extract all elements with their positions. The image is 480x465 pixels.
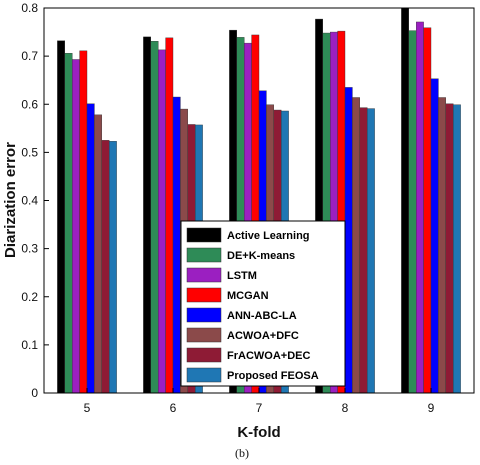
bar-acwoa-dfc-8 xyxy=(352,97,360,394)
legend-label: ANN-ABC-LA xyxy=(227,310,297,322)
legend-label: DE+K-means xyxy=(227,250,295,262)
bar-ann-abc-la-8 xyxy=(344,87,353,394)
legend-swatch xyxy=(186,347,222,363)
bar-lstm-9 xyxy=(416,21,424,394)
legend-label: Proposed FEOSA xyxy=(227,370,319,382)
legend-swatch xyxy=(186,267,222,283)
legend-swatch xyxy=(186,367,222,383)
bar-mcgan-6 xyxy=(165,37,174,394)
y-tick-label: 0.7 xyxy=(21,49,38,63)
y-tick-label: 0.1 xyxy=(21,338,38,352)
legend-swatch xyxy=(186,227,222,243)
legend-swatch xyxy=(186,327,222,343)
legend-swatch xyxy=(186,247,222,263)
bar-de-k-means-5 xyxy=(64,53,73,394)
y-tick-label: 0.8 xyxy=(21,1,38,15)
x-tick-label: 8 xyxy=(342,401,349,415)
x-axis-label: K-fold xyxy=(237,424,280,441)
bar-de-k-means-6 xyxy=(150,41,159,394)
y-tick-label: 0.4 xyxy=(21,194,38,208)
bar-active-learning-5 xyxy=(57,40,66,394)
legend-swatch xyxy=(186,287,222,303)
legend-label: Active Learning xyxy=(227,230,310,242)
x-tick-label: 9 xyxy=(428,401,435,415)
bar-fracwoa-dec-5 xyxy=(101,140,110,394)
legend-label: ACWOA+DFC xyxy=(227,330,299,342)
bar-de-k-means-9 xyxy=(408,30,417,394)
bar-ann-abc-la-5 xyxy=(86,103,95,394)
bar-proposed-feosa-5 xyxy=(108,141,117,394)
y-axis-ticks: 0 0.1 0.2 0.3 0.4 0.5 0.6 0.7 0.8 xyxy=(21,1,49,400)
x-tick-label: 6 xyxy=(170,401,177,415)
y-tick-label: 0 xyxy=(31,386,38,400)
legend-swatch xyxy=(186,307,222,323)
bar-acwoa-dfc-9 xyxy=(438,97,446,394)
bar-ann-abc-la-6 xyxy=(172,96,181,394)
bar-mcgan-9 xyxy=(423,27,432,394)
y-tick-label: 0.5 xyxy=(21,145,38,159)
bar-proposed-feosa-8 xyxy=(367,108,375,394)
bar-active-learning-6 xyxy=(143,36,151,394)
legend-label: LSTM xyxy=(227,270,257,282)
bar-fracwoa-dec-9 xyxy=(445,103,454,394)
y-tick-label: 0.6 xyxy=(21,97,38,111)
bar-fracwoa-dec-8 xyxy=(359,107,368,394)
bar-lstm-5 xyxy=(71,59,80,394)
y-axis-label: Diarization error xyxy=(2,142,19,258)
x-tick-label: 7 xyxy=(256,401,263,415)
x-tick-label: 5 xyxy=(84,401,91,415)
legend-label: MCGAN xyxy=(227,290,269,302)
bar-active-learning-9 xyxy=(401,7,409,394)
bar-lstm-6 xyxy=(157,49,166,394)
legend-label: FrACWOA+DEC xyxy=(227,350,310,362)
bar-proposed-feosa-9 xyxy=(453,104,461,394)
bar-ann-abc-la-9 xyxy=(430,78,439,394)
legend: Active Learning DE+K-means LSTM MCGAN ANN-AB… xyxy=(180,220,346,387)
bar-acwoa-dfc-5 xyxy=(94,114,103,394)
y-tick-label: 0.2 xyxy=(21,290,38,304)
y-tick-label: 0.3 xyxy=(21,242,38,256)
x-axis-ticks: 5 6 7 8 9 xyxy=(84,388,435,415)
bar-mcgan-5 xyxy=(79,50,88,394)
figure-caption: (b) xyxy=(235,446,249,460)
